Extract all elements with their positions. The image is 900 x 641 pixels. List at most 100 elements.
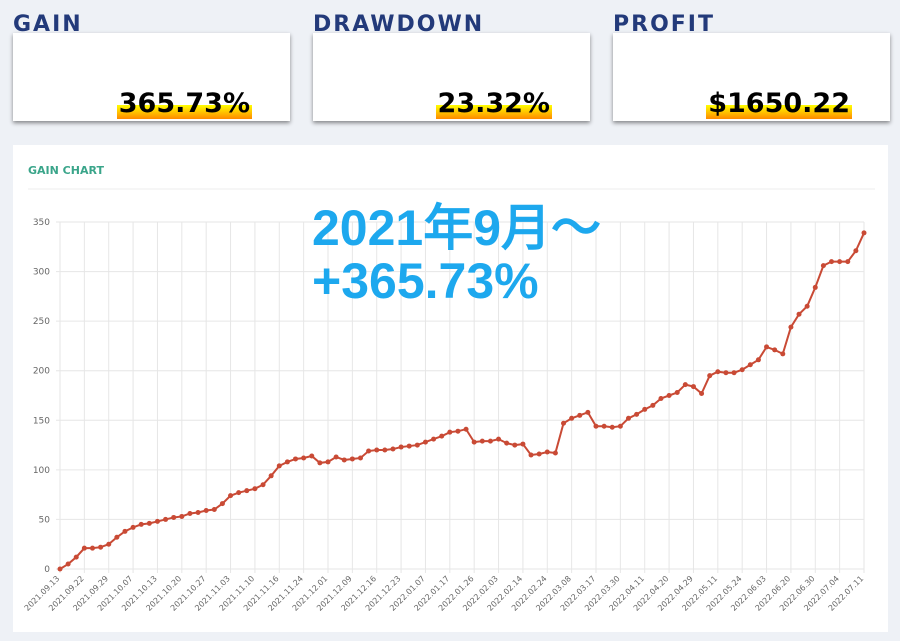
point bbox=[422, 439, 428, 445]
point bbox=[122, 528, 128, 534]
point bbox=[163, 516, 169, 522]
point bbox=[487, 438, 493, 444]
point bbox=[130, 524, 136, 530]
point bbox=[861, 230, 867, 236]
point bbox=[284, 459, 290, 465]
annotation: +365.73% bbox=[312, 253, 539, 309]
point bbox=[390, 446, 396, 452]
point bbox=[796, 311, 802, 317]
point bbox=[552, 450, 558, 456]
point bbox=[81, 545, 87, 551]
y-tick-label: 250 bbox=[33, 317, 50, 327]
point bbox=[114, 534, 120, 540]
card: 365.73% bbox=[13, 33, 290, 121]
point bbox=[804, 303, 810, 309]
point bbox=[853, 248, 859, 254]
point bbox=[268, 473, 274, 479]
card-title: PROFIT bbox=[613, 12, 715, 37]
point bbox=[341, 457, 347, 463]
point bbox=[504, 440, 510, 446]
y-tick-label: 300 bbox=[33, 268, 50, 278]
point bbox=[544, 449, 550, 455]
point bbox=[73, 554, 79, 560]
point bbox=[244, 488, 250, 494]
point bbox=[674, 390, 680, 396]
point bbox=[260, 482, 266, 488]
point bbox=[512, 442, 518, 448]
point bbox=[528, 452, 534, 458]
point bbox=[658, 395, 664, 401]
card-value: 23.32% bbox=[435, 88, 552, 119]
point bbox=[755, 357, 761, 363]
point bbox=[57, 566, 63, 572]
point bbox=[690, 384, 696, 390]
point bbox=[536, 451, 542, 457]
y-tick-label: 350 bbox=[33, 218, 50, 228]
point bbox=[707, 373, 713, 379]
point bbox=[820, 263, 826, 269]
point bbox=[837, 259, 843, 265]
y-tick-label: 50 bbox=[39, 515, 51, 525]
point bbox=[374, 447, 380, 453]
point bbox=[89, 545, 95, 551]
y-tick-label: 150 bbox=[33, 416, 50, 426]
point bbox=[739, 367, 745, 373]
point bbox=[812, 284, 818, 290]
point bbox=[211, 507, 217, 513]
point bbox=[301, 455, 307, 461]
point bbox=[666, 393, 672, 398]
point bbox=[569, 415, 575, 421]
point bbox=[642, 406, 648, 412]
point bbox=[154, 518, 160, 524]
point bbox=[471, 439, 477, 445]
point bbox=[106, 541, 112, 547]
point bbox=[398, 444, 404, 450]
point bbox=[439, 433, 445, 439]
point bbox=[146, 520, 152, 526]
card: $1650.22 bbox=[613, 33, 890, 121]
point bbox=[682, 382, 688, 388]
point bbox=[236, 490, 242, 496]
y-tick-label: 100 bbox=[33, 466, 50, 476]
point bbox=[317, 460, 323, 466]
point bbox=[455, 428, 461, 434]
point bbox=[601, 423, 607, 429]
point bbox=[577, 412, 583, 418]
point bbox=[764, 344, 770, 350]
point bbox=[617, 423, 623, 429]
point bbox=[723, 370, 729, 376]
point bbox=[479, 438, 485, 444]
card-value: $1650.22 bbox=[706, 88, 852, 119]
point bbox=[593, 423, 599, 429]
point bbox=[195, 509, 201, 515]
point bbox=[219, 501, 225, 507]
point bbox=[699, 391, 705, 397]
line bbox=[59, 232, 865, 570]
y-tick-label: 0 bbox=[44, 565, 50, 575]
point bbox=[228, 493, 234, 499]
point bbox=[625, 415, 631, 421]
point bbox=[276, 463, 282, 469]
point bbox=[585, 409, 591, 415]
point bbox=[349, 456, 355, 462]
point bbox=[187, 510, 193, 516]
point bbox=[357, 455, 363, 461]
point bbox=[309, 453, 315, 459]
point bbox=[731, 370, 737, 376]
point bbox=[520, 441, 526, 447]
point bbox=[634, 411, 640, 417]
point bbox=[780, 351, 786, 357]
point bbox=[463, 426, 469, 432]
point bbox=[325, 459, 331, 465]
card-title: DRAWDOWN bbox=[313, 12, 485, 37]
y-tick-label: 200 bbox=[33, 367, 50, 377]
point bbox=[829, 259, 835, 265]
point bbox=[171, 514, 177, 520]
point bbox=[772, 347, 778, 353]
point bbox=[65, 561, 71, 567]
point bbox=[414, 442, 420, 448]
point bbox=[747, 362, 753, 368]
point bbox=[715, 369, 721, 375]
